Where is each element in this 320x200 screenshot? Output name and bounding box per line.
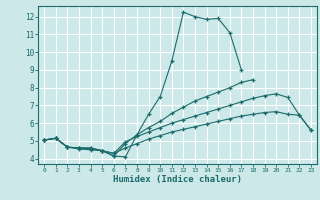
- X-axis label: Humidex (Indice chaleur): Humidex (Indice chaleur): [113, 175, 242, 184]
